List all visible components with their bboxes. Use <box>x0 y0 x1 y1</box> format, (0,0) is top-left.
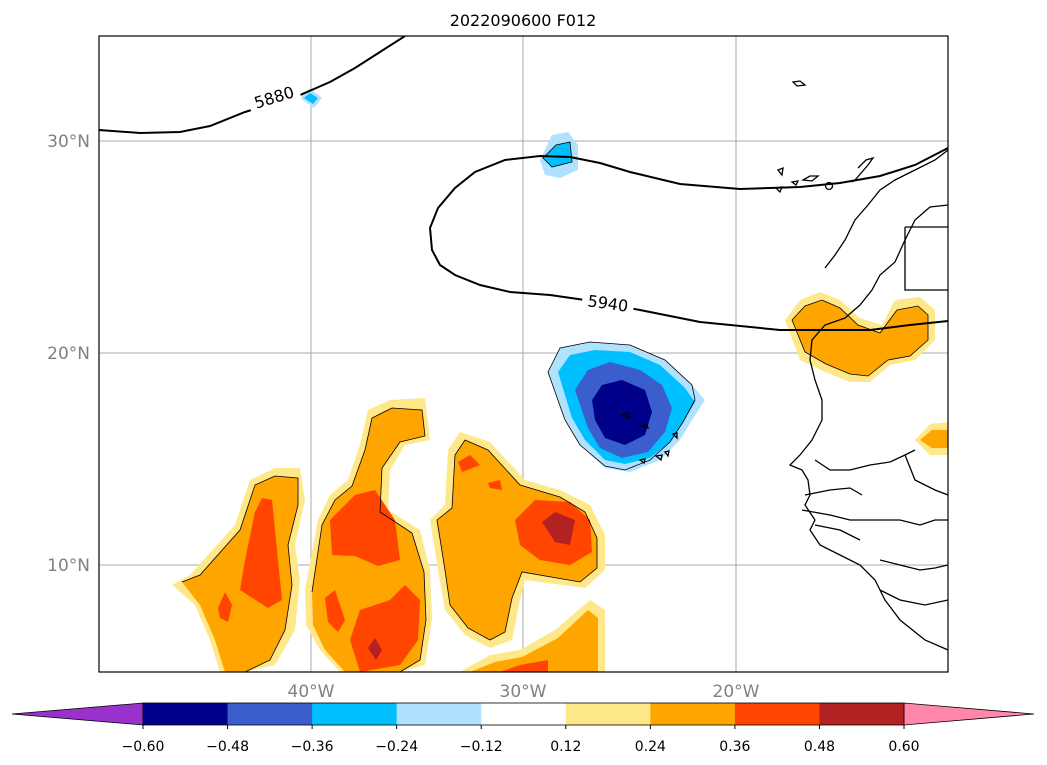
colorbar-tick-label: 0.12 <box>550 739 581 755</box>
contour-labels: 5880 5940 <box>246 79 636 317</box>
map-title: 2022090600 F012 <box>450 11 597 30</box>
colorbar-segment <box>396 703 482 725</box>
colorbar-extend-high <box>903 702 1035 726</box>
colorbar-segment <box>734 703 820 725</box>
colorbar-tick-label: −0.36 <box>291 739 334 755</box>
colorbar-tick-label: 0.24 <box>635 739 666 755</box>
positive-anomaly-shading <box>172 292 948 672</box>
map-frame <box>98 35 949 673</box>
lat-tick-label: 30°N <box>47 132 90 152</box>
colorbar-segment <box>650 703 736 725</box>
lon-tick-label: 40°W <box>288 682 335 702</box>
colorbar-tick-label: −0.60 <box>122 739 165 755</box>
colorbar-segment <box>819 703 905 725</box>
thin-contours <box>181 141 929 672</box>
lat-tick-label: 20°N <box>47 344 90 364</box>
latitude-ticks: 30°N 20°N 10°N <box>47 132 90 576</box>
colorbar-tick-label: −0.24 <box>375 739 418 755</box>
lon-tick-label: 30°W <box>500 682 547 702</box>
colorbar-segment <box>565 703 651 725</box>
colorbar-frame <box>142 702 905 726</box>
colorbar-tick-label: 0.36 <box>719 739 750 755</box>
longitude-ticks: 40°W 30°W 20°W <box>288 682 760 702</box>
lat-tick-label: 10°N <box>47 556 90 576</box>
map-area <box>99 36 948 672</box>
colorbar-segment <box>227 703 313 725</box>
colorbar-tick-label: 0.60 <box>888 739 919 755</box>
colorbar-tick-label: 0.48 <box>804 739 835 755</box>
colorbar-segment <box>143 703 229 725</box>
colorbar-extend-low <box>11 702 144 726</box>
colorbar-segment <box>481 703 567 725</box>
colorbar-tick-label: −0.48 <box>206 739 249 755</box>
negative-anomaly-shading <box>300 88 705 472</box>
lon-tick-label: 20°W <box>713 682 760 702</box>
colorbar-tick-label: −0.12 <box>460 739 503 755</box>
colorbar: −0.60 −0.48 −0.36 −0.24 −0.12 0.12 0.24 0.36 0.4… <box>11 702 1035 755</box>
coastlines <box>620 80 948 651</box>
colorbar-segment <box>312 703 398 725</box>
